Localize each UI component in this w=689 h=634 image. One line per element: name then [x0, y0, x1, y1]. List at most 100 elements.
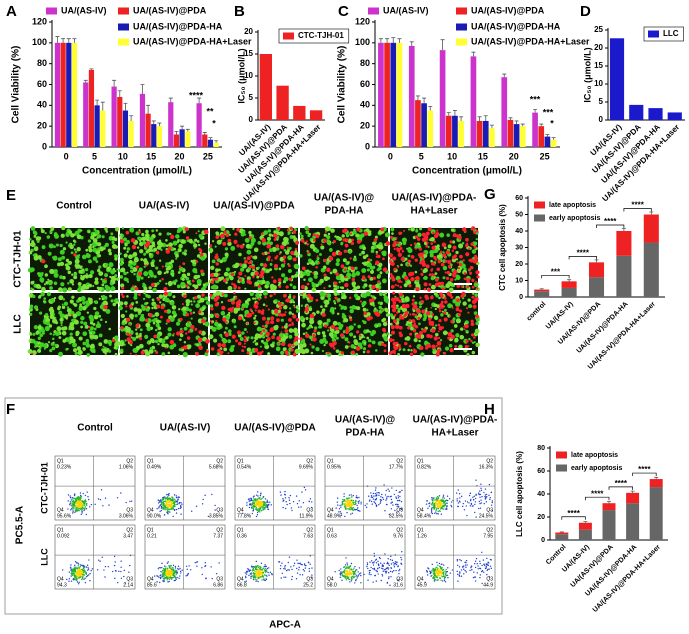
cell-live — [78, 265, 82, 268]
cell-dead — [431, 245, 436, 250]
cell-live — [109, 275, 112, 278]
event-dot — [491, 501, 493, 504]
cell-live — [257, 266, 260, 269]
cell-dead — [215, 295, 220, 300]
event-dot — [437, 510, 439, 513]
event-dot — [180, 502, 182, 504]
cell-live — [314, 248, 320, 254]
event-dot — [434, 504, 436, 507]
cell-live — [322, 268, 326, 272]
cell-live — [108, 349, 112, 353]
event-dot — [163, 579, 165, 582]
cell-dead — [471, 278, 475, 282]
event-dot — [391, 501, 394, 503]
cell-live — [113, 254, 118, 258]
cell-live — [186, 280, 190, 284]
cell-live — [165, 244, 169, 247]
cell-live — [240, 267, 245, 272]
cell-dead — [467, 268, 471, 271]
cell-live — [49, 314, 55, 320]
cell-live — [258, 281, 262, 285]
cell-live — [366, 336, 370, 340]
event-dot — [260, 492, 262, 494]
event-dot — [81, 568, 84, 571]
event-dot — [302, 502, 305, 504]
event-dot — [80, 570, 82, 572]
cell-live — [413, 338, 418, 343]
cell-live — [151, 229, 155, 233]
error-bar — [452, 110, 457, 116]
event-dot — [161, 507, 163, 509]
legend-swatch — [118, 7, 129, 15]
cell-live — [196, 278, 202, 285]
event-dot — [162, 499, 164, 501]
cell-live — [365, 308, 369, 312]
event-dot — [371, 496, 374, 499]
cell-live — [196, 274, 201, 279]
y-tick-label: 25 — [594, 25, 603, 34]
cell-dead — [287, 324, 290, 327]
cell-live — [418, 322, 421, 326]
cell-dead — [460, 285, 464, 288]
event-dot — [298, 500, 300, 502]
cell-live — [246, 347, 252, 352]
cell-live — [435, 332, 439, 337]
cell-live — [94, 311, 100, 316]
cell-live — [375, 250, 379, 254]
event-dot — [491, 500, 494, 502]
event-dot — [89, 579, 91, 582]
event-dot — [74, 578, 76, 581]
cell-live — [161, 352, 166, 356]
cell-live — [152, 265, 155, 268]
cell-live — [133, 292, 138, 297]
cell-live — [414, 301, 418, 305]
cell-live — [410, 349, 413, 352]
x-tick-label: 20 — [174, 151, 184, 161]
cell-live — [45, 321, 50, 326]
cell-live — [295, 271, 299, 274]
event-dot — [79, 501, 82, 503]
error-bar — [89, 68, 94, 70]
event-dot — [89, 572, 91, 575]
significance-label: * — [212, 118, 216, 128]
x-tick-label: UA/(AS-IV)@PDA — [569, 544, 614, 589]
cell-live — [442, 276, 446, 280]
event-dot — [78, 569, 80, 572]
cell-live — [158, 242, 164, 248]
cell-dead — [425, 244, 429, 248]
event-dot — [88, 498, 90, 501]
event-dot — [71, 507, 73, 510]
cell-dead — [463, 272, 467, 275]
event-dot — [113, 555, 116, 558]
cell-live — [100, 295, 103, 298]
cell-dead — [190, 325, 195, 330]
event-dot — [475, 493, 477, 496]
event-dot — [84, 506, 86, 508]
cell-dead — [251, 266, 256, 270]
event-dot — [337, 497, 339, 499]
event-dot — [378, 503, 380, 506]
event-dot — [392, 504, 394, 506]
cell-dead — [269, 328, 273, 333]
event-dot — [352, 499, 355, 502]
cell-dead — [391, 256, 397, 261]
cell-live — [322, 265, 327, 270]
event-dot — [168, 508, 170, 510]
event-dot — [168, 501, 170, 504]
event-dot — [434, 501, 437, 504]
error-bar — [208, 137, 213, 140]
cell-dead — [431, 313, 435, 316]
event-dot — [479, 502, 481, 505]
event-dot — [153, 575, 156, 577]
cell-live — [407, 348, 410, 352]
cell-dead — [411, 312, 416, 316]
cell-live — [37, 336, 42, 341]
cell-live — [204, 242, 207, 245]
cell-live — [90, 235, 95, 240]
event-dot — [356, 504, 358, 507]
cell-live — [455, 258, 459, 261]
cell-live — [168, 283, 172, 287]
cell-live — [308, 232, 311, 236]
event-dot — [258, 506, 260, 509]
cell-live — [42, 343, 48, 348]
